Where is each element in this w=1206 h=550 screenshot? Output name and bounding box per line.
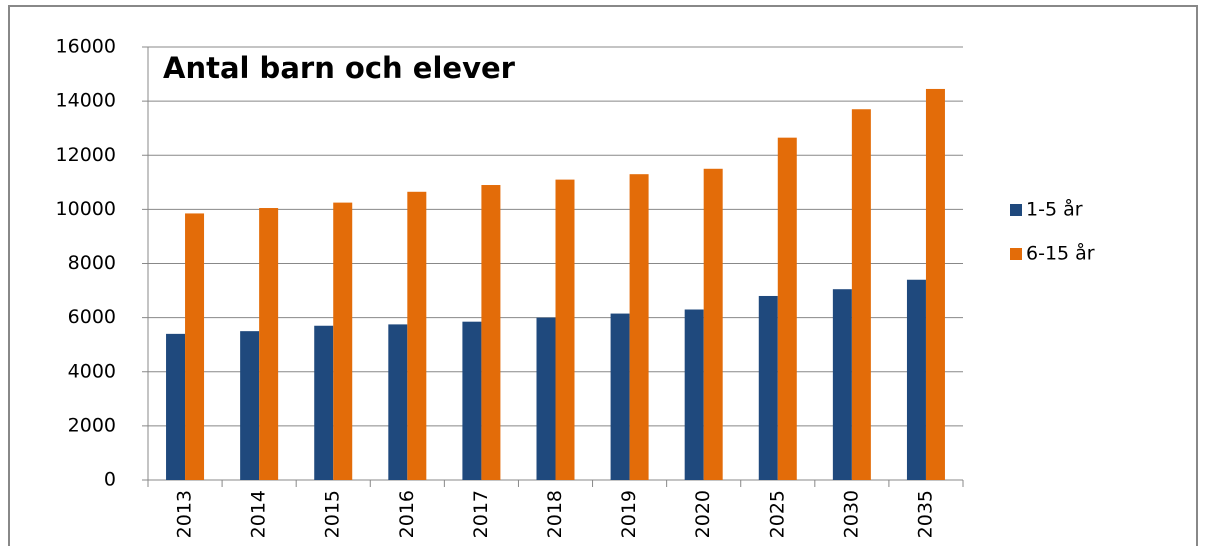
y-tick-label: 4000: [68, 360, 116, 382]
x-tick-label: 2017: [470, 490, 492, 538]
bar: [925, 88, 945, 481]
x-tick-label: 2030: [840, 490, 862, 538]
y-tick-label: 12000: [56, 144, 116, 166]
bar: [906, 279, 926, 480]
bar: [333, 202, 353, 480]
y-tick-label: 10000: [56, 198, 116, 220]
x-tick-label: 2025: [766, 490, 788, 538]
bar: [536, 317, 556, 480]
bar: [758, 295, 778, 480]
y-tick-label: 14000: [56, 90, 116, 112]
bar: [684, 309, 704, 480]
y-tick-label: 8000: [68, 252, 116, 274]
y-tick-label: 16000: [56, 36, 116, 58]
bar: [462, 321, 482, 480]
bar: [166, 333, 186, 480]
legend-label: 6-15 år: [1026, 242, 1095, 265]
bar: [240, 331, 260, 480]
bar: [185, 213, 205, 480]
x-tick-label: 2014: [248, 490, 270, 538]
x-tick-label: 2015: [322, 490, 344, 538]
y-tick-label: 0: [104, 469, 116, 491]
legend-swatch: [1010, 204, 1022, 216]
bar: [259, 208, 279, 480]
bar: [610, 313, 630, 480]
bar: [851, 109, 871, 481]
x-tick-label: 2020: [692, 490, 714, 538]
bar: [703, 168, 723, 480]
bar: [555, 179, 575, 480]
x-tick-label: 2019: [618, 490, 640, 538]
bar: [388, 324, 408, 480]
legend-label: 1-5 år: [1026, 198, 1083, 221]
bar: [629, 174, 649, 480]
y-tick-label: 6000: [68, 306, 116, 328]
bar: [777, 137, 797, 481]
bar: [314, 325, 334, 480]
chart-border: [8, 5, 1198, 550]
y-tick-label: 2000: [68, 414, 116, 436]
bar: [832, 289, 852, 480]
chart-title: Antal barn och elever: [163, 51, 516, 85]
bar: [481, 185, 501, 481]
x-tick-label: 2013: [174, 490, 196, 538]
x-tick-label: 2035: [914, 490, 936, 538]
bar: [407, 191, 427, 481]
x-tick-label: 2016: [396, 490, 418, 538]
x-tick-label: 2018: [544, 490, 566, 538]
legend-swatch: [1010, 248, 1022, 260]
